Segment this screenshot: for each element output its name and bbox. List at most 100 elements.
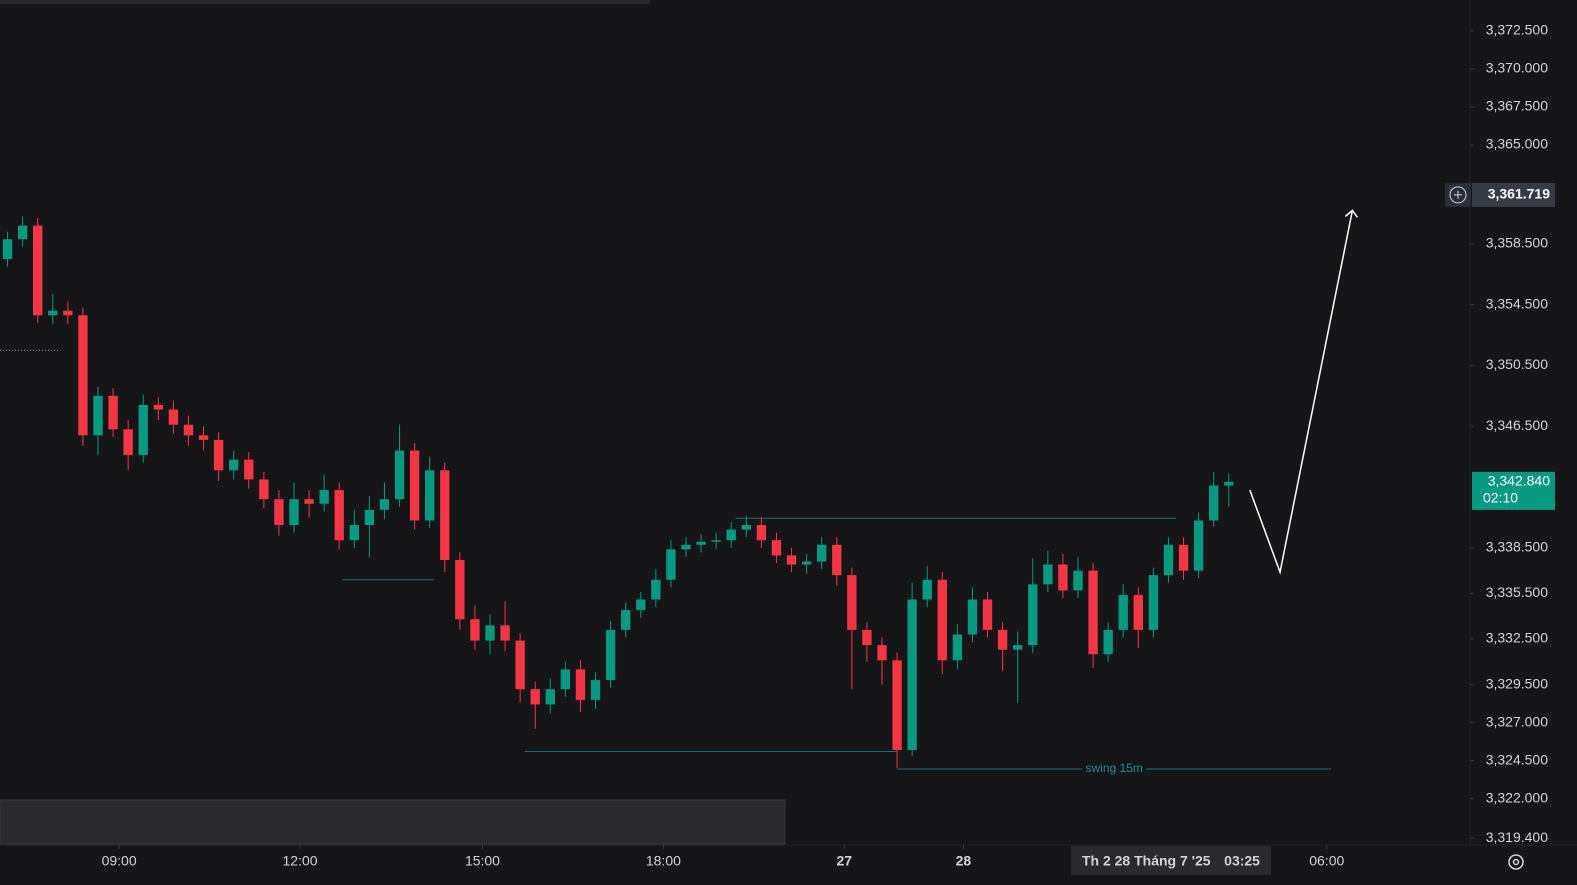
x-tick-label: 12:00	[283, 853, 318, 869]
candle-body	[33, 225, 43, 316]
candle-body	[832, 544, 842, 576]
candle-body	[123, 429, 133, 456]
candle-body	[394, 450, 405, 500]
candle-body	[455, 559, 465, 620]
x-tick-label: 28	[956, 853, 972, 869]
candle-body	[892, 660, 902, 750]
y-tick-label: 3,367.500	[1486, 98, 1548, 114]
y-tick-label: 3,329.500	[1486, 675, 1548, 691]
candle-body	[198, 435, 209, 440]
candle-body	[78, 315, 88, 436]
candle-body	[93, 395, 103, 436]
y-tick-label: 3,335.500	[1486, 584, 1548, 600]
candle-body	[229, 459, 239, 471]
candle-body	[545, 689, 555, 705]
candle-body	[1209, 485, 1219, 521]
gear-outer	[1508, 854, 1524, 870]
candle-body	[1193, 520, 1204, 571]
crosshair-price-label: 3,361.719	[1488, 186, 1550, 202]
candle-body	[63, 310, 73, 316]
x-tick-label: 18:00	[646, 853, 681, 869]
y-tick-label: 3,319.400	[1486, 829, 1548, 845]
candle-body	[17, 225, 28, 240]
candle-body	[1118, 594, 1128, 630]
candle-body	[1133, 594, 1143, 630]
candle-body	[771, 540, 782, 556]
candle-body	[575, 669, 586, 700]
current-price-label: 3,342.840	[1488, 473, 1550, 489]
candle-body	[409, 450, 420, 521]
x-tick-label: 15:00	[465, 853, 500, 869]
candle-body	[2, 239, 13, 260]
candle-body	[319, 490, 329, 504]
candle-body	[1013, 645, 1023, 650]
candle-body	[1088, 570, 1098, 655]
candle-body	[801, 561, 812, 565]
y-tick-label: 3,365.000	[1486, 136, 1548, 152]
candle-body	[349, 525, 359, 541]
candle-body	[907, 599, 917, 750]
crosshair-date: Th 2 28 Tháng 7 '25	[1082, 853, 1211, 869]
candle-body	[726, 529, 736, 541]
candle-body	[153, 404, 163, 410]
candle-body	[485, 625, 495, 641]
candle-body	[48, 310, 58, 316]
candle-body	[1148, 575, 1159, 630]
level-label-bg	[1082, 760, 1147, 777]
level-label: swing 15m	[1086, 761, 1143, 775]
candle-body	[1073, 570, 1083, 591]
countdown-label: 02:10	[1483, 490, 1518, 506]
y-tick-label: 3,322.000	[1486, 789, 1548, 805]
arrow-head	[1344, 209, 1359, 218]
candle-body	[304, 499, 314, 504]
projection-arrow	[1249, 210, 1354, 575]
candle-body	[274, 499, 284, 526]
candle-body	[1058, 564, 1068, 591]
candle-body	[847, 575, 857, 630]
candle-body	[183, 424, 194, 436]
candle-body	[168, 409, 179, 425]
candle-body	[997, 629, 1008, 650]
candle-body	[1163, 544, 1174, 576]
x-tick-label: 27	[837, 853, 853, 869]
settings-icon[interactable]	[1508, 854, 1524, 870]
candle-body	[244, 459, 254, 480]
candle-body	[756, 525, 767, 541]
candle-body	[696, 541, 706, 545]
candle-body	[560, 669, 571, 690]
candle-body	[636, 599, 646, 611]
candle-body	[379, 499, 390, 510]
candle-body	[1103, 629, 1113, 655]
candle-body	[530, 689, 540, 705]
candle-body	[982, 599, 993, 630]
plus-sign	[1454, 190, 1462, 199]
candle-body	[651, 579, 661, 600]
y-tick-label: 3,354.500	[1486, 295, 1548, 311]
y-tick-label: 3,350.500	[1486, 356, 1548, 372]
y-tick-label: 3,370.000	[1486, 60, 1548, 76]
candle-body	[1224, 481, 1234, 486]
candle-body	[862, 629, 872, 646]
candle-body	[500, 625, 510, 641]
candle-body	[666, 549, 676, 580]
candle-body	[877, 645, 887, 661]
candle-body	[515, 640, 525, 690]
x-tick-label: 06:00	[1309, 853, 1344, 869]
candle-body	[470, 619, 480, 641]
crosshair-price-box	[1472, 182, 1555, 207]
candle-body	[1043, 564, 1053, 585]
top-border	[0, 0, 650, 4]
candle-body	[259, 479, 269, 500]
candle-body	[334, 490, 344, 541]
candle-body	[289, 499, 299, 526]
y-tick-label: 3,372.500	[1486, 22, 1548, 38]
candle-body	[786, 555, 797, 565]
crosshair-time: 03:25	[1224, 853, 1260, 869]
candle-body	[741, 525, 751, 530]
add-alert-button[interactable]	[1445, 182, 1471, 207]
gear-inner	[1512, 858, 1520, 866]
candle-body	[108, 395, 118, 430]
crosshair-time-box	[1070, 846, 1271, 875]
